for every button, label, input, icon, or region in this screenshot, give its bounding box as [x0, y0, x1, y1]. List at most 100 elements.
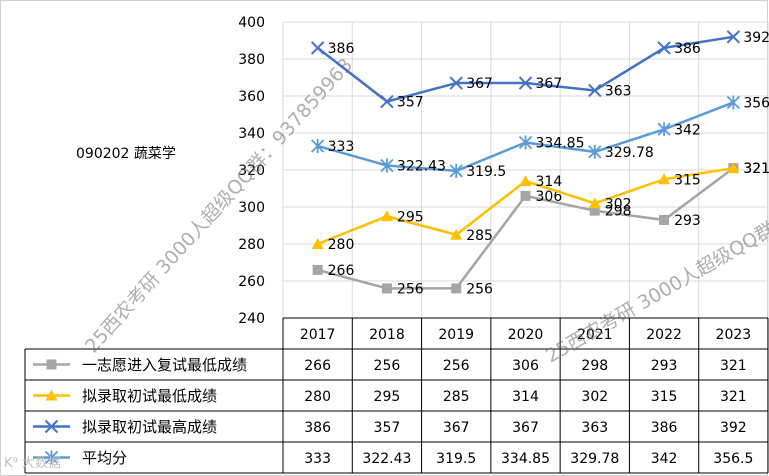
legend-marker [44, 419, 59, 434]
table-cell: 266 [304, 358, 331, 374]
data-label: 315 [674, 172, 701, 188]
data-point [657, 41, 671, 55]
data-point [520, 190, 531, 201]
series: 333 322.43 319.5 334.85 329.78 342 356.5 [311, 95, 769, 180]
data-label: 357 [397, 95, 424, 111]
data-label: 367 [466, 76, 493, 92]
table-cell: 367 [443, 420, 470, 436]
y-tick-label: 380 [238, 52, 265, 68]
data-label: 298 [605, 204, 632, 220]
table-cell: 322.43 [362, 451, 411, 467]
legend-marker [46, 359, 57, 370]
data-point [726, 95, 740, 110]
y-tick-label: 300 [238, 200, 265, 216]
data-label: 306 [536, 189, 563, 205]
legend-label: 拟录取初试最低成绩 [82, 387, 217, 405]
x-tick-label: 2017 [300, 327, 336, 343]
data-point [659, 214, 670, 225]
data-point [658, 173, 671, 185]
data-point [381, 283, 392, 294]
data-point [519, 175, 532, 187]
legend-marker [44, 450, 59, 465]
data-point [726, 30, 741, 44]
legend-label: 一志愿进入复试最低成绩 [82, 356, 247, 374]
x-tick-label: 2023 [716, 327, 752, 343]
data-point [449, 163, 463, 178]
data-point [657, 122, 671, 137]
data-label: 329.78 [605, 145, 654, 161]
table-cell: 293 [651, 358, 678, 374]
data-label: 334.85 [536, 136, 585, 152]
y-tick-label: 340 [238, 126, 265, 142]
major-label: 090202 蔬菜学 [76, 146, 176, 162]
series-line [316, 35, 734, 103]
table-cell: 295 [374, 389, 401, 405]
table-cell: 386 [651, 420, 678, 436]
data-label: 314 [536, 174, 563, 190]
data-point [588, 83, 602, 98]
table-cell: 321 [720, 358, 747, 374]
data-label: 319.5 [466, 164, 506, 180]
table-cell: 333 [304, 451, 331, 467]
data-label: 256 [397, 281, 424, 297]
table-cell: 356.5 [713, 451, 753, 467]
data-label: 285 [466, 228, 493, 244]
table-cell: 329.78 [570, 451, 619, 467]
table-cell: 314 [512, 389, 539, 405]
data-point [311, 138, 325, 153]
table-cell: 321 [720, 389, 747, 405]
data-point [380, 210, 393, 222]
table-cell: 302 [581, 389, 608, 405]
y-tick-label: 260 [238, 274, 265, 290]
table-cell: 363 [581, 420, 608, 436]
table-cell: 315 [651, 389, 678, 405]
data-label: 386 [674, 41, 701, 57]
data-point [588, 197, 601, 209]
data-point [588, 144, 602, 159]
data-label: 363 [605, 83, 632, 99]
table-cell: 386 [304, 420, 331, 436]
data-point [311, 238, 324, 249]
data-label: 356.5 [743, 95, 769, 111]
data-label: 321 [743, 161, 769, 177]
data-point [589, 205, 600, 216]
data-label: 342 [674, 122, 701, 138]
table-cell: 367 [512, 420, 539, 436]
data-point [518, 76, 533, 90]
data-label: 266 [328, 263, 355, 279]
data-label: 367 [536, 76, 563, 92]
y-tick-label: 400 [238, 15, 265, 31]
table-cell: 285 [443, 389, 470, 405]
data-point [518, 135, 533, 150]
table-cell: 298 [581, 358, 608, 374]
table-cell: 357 [374, 420, 401, 436]
x-tick-label: 2022 [646, 327, 682, 343]
table-cell: 306 [512, 358, 539, 374]
y-tick-label: 280 [238, 237, 265, 253]
y-tick-label: 360 [238, 89, 265, 105]
data-point [449, 76, 463, 90]
corner-logo: K⁹ 大数据 [4, 456, 61, 471]
data-label: 256 [466, 281, 493, 297]
data-point [380, 158, 394, 173]
table-cell: 392 [720, 420, 747, 436]
x-tick-label: 2020 [508, 327, 544, 343]
x-tick-label: 2018 [369, 327, 405, 343]
data-label: 322.43 [397, 159, 446, 175]
data-label: 280 [328, 237, 355, 253]
data-label: 386 [328, 41, 355, 57]
data-point [450, 228, 463, 240]
x-tick-label: 2021 [577, 327, 613, 343]
data-point [312, 264, 323, 275]
table-cell: 334.85 [501, 451, 550, 467]
y-tick-label: 240 [238, 311, 265, 327]
table-cell: 319.5 [436, 451, 476, 467]
series: 386 357 367 367 363 386 392 [310, 30, 769, 111]
data-point [727, 162, 740, 174]
data-label: 392 [743, 30, 769, 46]
series: 266 256 256 306 298 293 321 [312, 161, 769, 297]
y-tick-label: 320 [238, 163, 265, 179]
data-label: 302 [605, 196, 632, 212]
data-point [451, 283, 462, 294]
